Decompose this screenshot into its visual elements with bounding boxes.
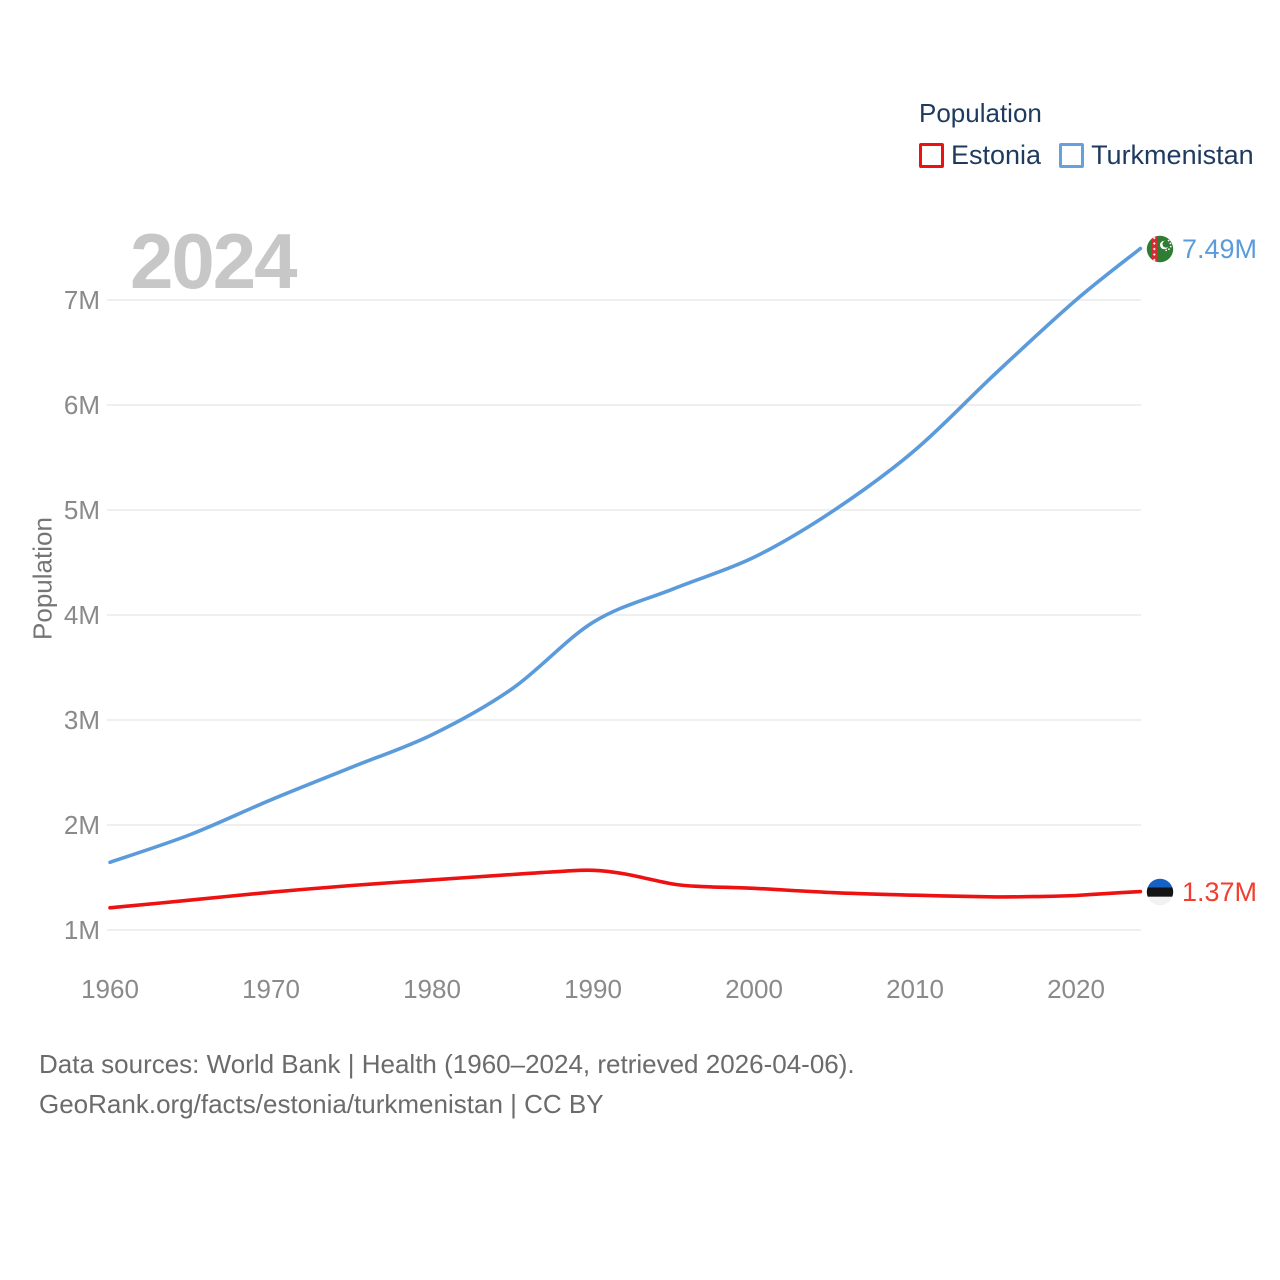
x-tick-label: 1990 xyxy=(564,974,622,1004)
y-tick-label: 2M xyxy=(63,810,100,840)
legend: Population Estonia Turkmenistan xyxy=(919,98,1254,170)
series-line-estonia[interactable] xyxy=(108,868,1143,910)
legend-items: Estonia Turkmenistan xyxy=(919,140,1254,170)
x-tick-label: 1980 xyxy=(403,974,461,1004)
y-tick-label: 3M xyxy=(63,705,100,735)
x-tick-label: 2020 xyxy=(1047,974,1105,1004)
legend-item-estonia[interactable]: Estonia xyxy=(919,140,1041,170)
turkmenistan-end-value: 7.49M xyxy=(1182,233,1258,264)
y-tick-label: 1M xyxy=(63,915,100,945)
estonia-end-label: 1.37M xyxy=(1145,877,1257,907)
x-tick-label: 1970 xyxy=(242,974,300,1004)
data-sources-line: Data sources: World Bank | Health (1960–… xyxy=(39,1049,855,1079)
year-watermark: 2024 xyxy=(130,217,298,305)
estonia-flag-icon xyxy=(1145,876,1175,907)
legend-title: Population xyxy=(919,98,1042,128)
estonia-end-value: 1.37M xyxy=(1182,876,1258,907)
turkmenistan-flag-icon xyxy=(1145,233,1175,264)
turkmenistan-end-label: 7.49M xyxy=(1145,234,1257,264)
legend-item-label: Turkmenistan xyxy=(1091,140,1254,170)
x-tick-label: 1960 xyxy=(81,974,139,1004)
y-tick-label: 6M xyxy=(63,390,100,420)
legend-item-label: Estonia xyxy=(951,140,1042,170)
legend-item-turkmenistan[interactable]: Turkmenistan xyxy=(1059,140,1254,170)
y-tick-label: 7M xyxy=(63,285,100,315)
x-tick-label: 2000 xyxy=(725,974,783,1004)
x-tick-label: 2010 xyxy=(886,974,944,1004)
attribution-footer: Data sources: World Bank | Health (1960–… xyxy=(39,1044,855,1124)
series-line-turkmenistan[interactable] xyxy=(108,246,1143,865)
y-tick-label: 5M xyxy=(63,495,100,525)
y-tick-label: 4M xyxy=(63,600,100,630)
turkmenistan-swatch-icon xyxy=(1059,142,1085,168)
estonia-swatch-icon xyxy=(919,142,944,168)
georank-url-line: GeoRank.org/facts/estonia/turkmenistan |… xyxy=(39,1089,604,1119)
